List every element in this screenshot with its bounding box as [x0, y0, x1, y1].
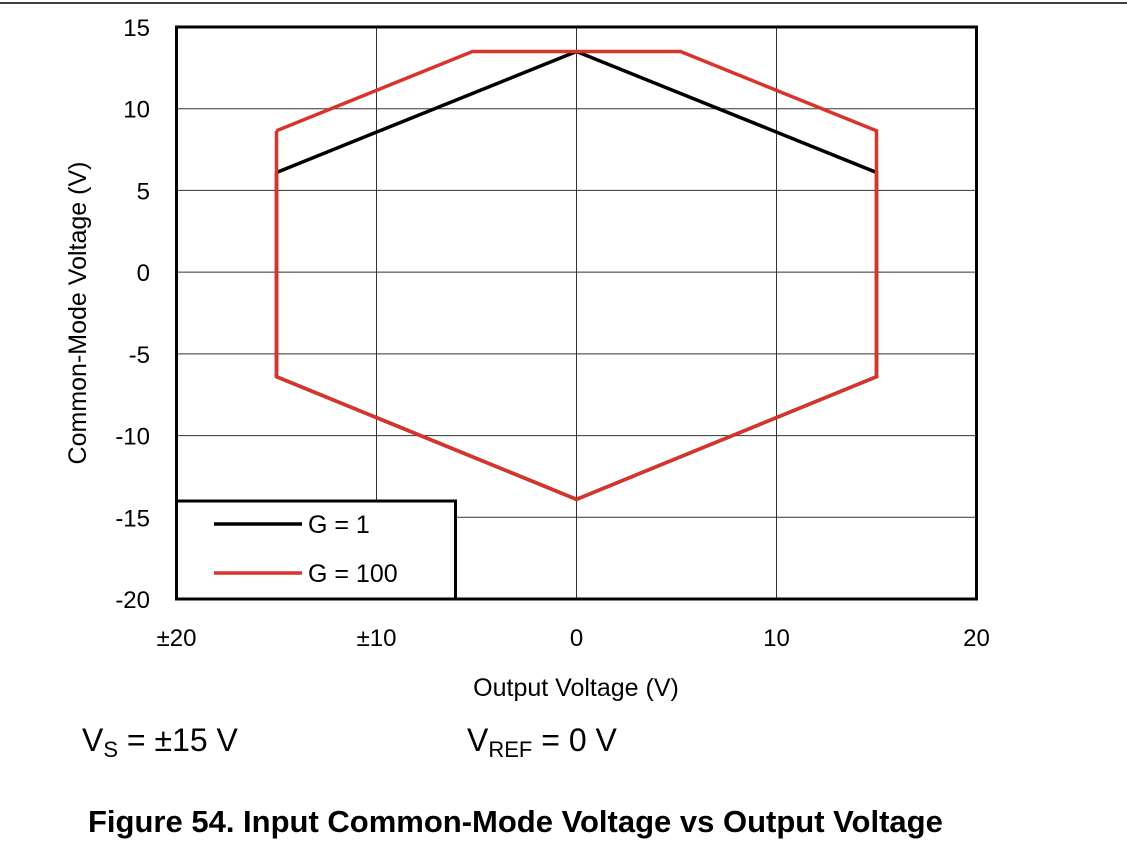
vref-value: = 0 V	[532, 722, 617, 758]
vs-symbol: V	[82, 722, 104, 758]
legend-box	[175, 499, 457, 601]
vref-subscript: REF	[488, 737, 533, 762]
x-tick-label: ±10	[357, 625, 397, 652]
y-axis-label: Common-Mode Voltage (V)	[64, 162, 92, 465]
supply-voltage-condition: VS = ±15 V	[82, 722, 238, 763]
vs-subscript: S	[103, 737, 119, 762]
series-line-g100	[274, 49, 879, 502]
x-tick-label: 0	[570, 625, 583, 652]
x-tick-label: ±20	[157, 625, 197, 652]
y-tick-label: -5	[129, 342, 150, 369]
tick-labels: ±20 ±10 0 10 20 15 10 5 0 -5 -10 -15 -20	[115, 15, 990, 652]
y-tick-label: -10	[115, 424, 150, 451]
vref-symbol: V	[467, 722, 489, 758]
x-tick-label: 10	[763, 625, 790, 652]
legend-label-g1: G = 1	[308, 511, 370, 539]
reference-voltage-condition: VREF = 0 V	[467, 722, 617, 763]
x-axis-label: Output Voltage (V)	[473, 674, 679, 702]
y-tick-label: 0	[137, 260, 150, 287]
legend-label-g100: G = 100	[308, 560, 398, 588]
plot-frame	[175, 25, 978, 601]
vs-value: = ±15 V	[118, 722, 238, 758]
y-tick-label: -20	[115, 587, 150, 614]
figure-caption: Figure 54. Input Common-Mode Voltage vs …	[88, 804, 943, 839]
series-layer	[274, 49, 879, 502]
y-tick-label: -15	[115, 505, 150, 532]
legend: G = 1 G = 100	[175, 499, 457, 601]
y-tick-label: 10	[123, 97, 150, 124]
y-tick-label: 15	[123, 15, 150, 42]
y-tick-label: 5	[137, 178, 150, 205]
x-tick-label: 20	[963, 625, 990, 652]
